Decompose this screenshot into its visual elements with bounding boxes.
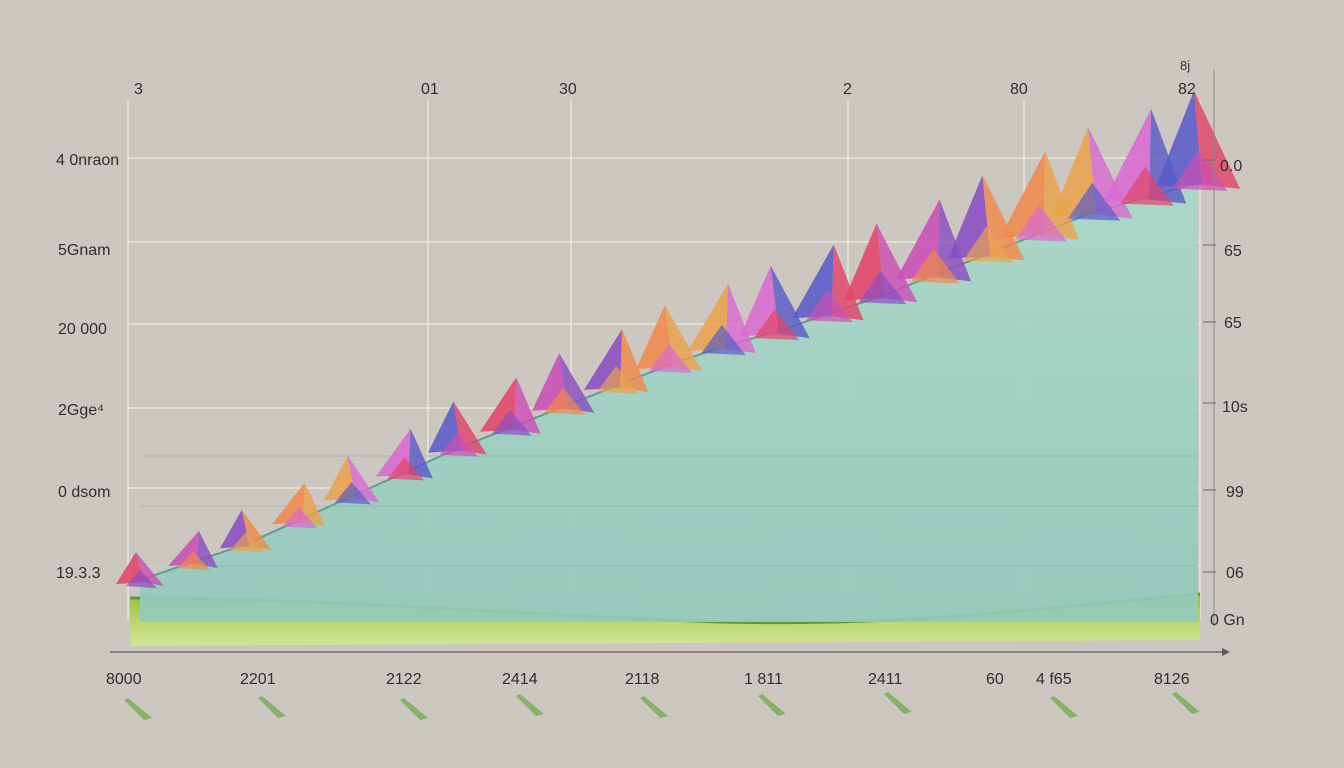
left-tick-label: 2Gge⁴ xyxy=(58,402,104,419)
crystal-peak-base xyxy=(387,457,425,481)
right-tick-label: 0 Gn xyxy=(1210,612,1245,629)
crystal-peak-right xyxy=(302,482,326,527)
x-tick-label: 1 811 xyxy=(744,671,783,688)
top-tick-label: 2 xyxy=(843,81,852,98)
series-area-fill xyxy=(140,182,1198,622)
right-tick-labels: 0.0 65 65 10s 99 06 0 Gn xyxy=(1210,158,1248,629)
crystal-peak-right xyxy=(514,377,541,434)
crystal-peak-base xyxy=(282,507,318,529)
crystal-peak-base xyxy=(177,551,211,571)
x-tick-label: 8000 xyxy=(106,671,142,688)
top-tick-labels: 3 01 30 2 80 82 xyxy=(134,81,1196,98)
left-tick-label: 5Gnam xyxy=(58,242,110,259)
crystal-peak-base xyxy=(963,226,1014,263)
top-tick-label: 80 xyxy=(1010,81,1028,98)
right-tick-label: 99 xyxy=(1226,484,1244,501)
top-tick-label: 30 xyxy=(559,81,577,98)
right-tick-label: 65 xyxy=(1224,315,1242,332)
crystal-peak-base xyxy=(544,388,586,415)
left-tick-label: 20 000 xyxy=(58,321,107,338)
left-tick-label: 19.3.3 xyxy=(56,565,101,582)
left-tick-label: 4 0nraon xyxy=(56,152,119,169)
top-tick-label: 3 xyxy=(134,81,143,98)
x-tick-label: 2122 xyxy=(386,671,422,688)
crystal-peak-right xyxy=(937,199,971,282)
crystal-peak-right xyxy=(725,283,756,354)
crystal-peaks xyxy=(116,90,1240,589)
crystal-peak-right xyxy=(408,428,433,479)
x-marker-slash xyxy=(516,694,544,716)
right-tick-label: 65 xyxy=(1224,243,1242,260)
crystal-peak-base xyxy=(335,482,371,505)
x-marker-slash xyxy=(1050,696,1078,718)
crystal-peak-base xyxy=(753,308,800,341)
crystal-peak-base xyxy=(649,343,693,373)
x-marker-slash xyxy=(1172,692,1200,714)
top-tick-label: 82 xyxy=(1178,81,1196,98)
left-tick-labels: 4 0nraon 5Gnam 20 000 2Gge⁴ 0 dsom 19.3.… xyxy=(56,152,119,582)
crystal-peak-base xyxy=(806,289,853,323)
top-tick-label: 01 xyxy=(421,81,439,98)
x-tick-label: 8126 xyxy=(1154,671,1190,688)
x-marker-slash xyxy=(124,698,152,720)
x-tick-label: 60 xyxy=(986,671,1004,688)
x-tick-label: 2414 xyxy=(502,671,538,688)
crystal-peak-base xyxy=(596,366,639,394)
axes xyxy=(110,70,1230,656)
x-marker-slash xyxy=(400,698,428,720)
crystal-peak-base xyxy=(492,410,532,436)
crystal-peak-base xyxy=(230,532,264,553)
right-tick-label: 06 xyxy=(1226,565,1244,582)
left-tick-label: 0 dsom xyxy=(58,484,110,501)
crystal-peak-base xyxy=(439,432,478,457)
series-area xyxy=(139,181,1199,622)
crystal-peak-base xyxy=(858,270,907,305)
x-axis-arrow xyxy=(1222,648,1230,656)
crystal-peak-base xyxy=(1015,204,1067,242)
x-markers xyxy=(124,692,1200,720)
right-tick-label: 10s xyxy=(1222,399,1248,416)
crystal-peak-base xyxy=(1120,166,1174,206)
crystal-peak-right xyxy=(196,530,218,569)
x-marker-slash xyxy=(258,696,286,718)
x-tick-label: 4 f65 xyxy=(1036,671,1072,688)
x-tick-label: 2411 xyxy=(868,671,903,688)
crystal-peak-right xyxy=(831,244,864,321)
x-marker-slash xyxy=(640,696,668,718)
x-tick-labels: 8000 2201 2122 2414 2118 1 811 2411 60 4… xyxy=(106,671,1190,688)
crystal-peak-base xyxy=(125,570,157,589)
crystal-peak-base xyxy=(911,248,960,284)
x-tick-label: 2201 xyxy=(240,671,276,688)
corner-label: 8j xyxy=(1180,58,1190,73)
x-marker-slash xyxy=(758,694,786,716)
crystal-peak-right xyxy=(620,329,649,392)
crystal-peak-base xyxy=(1068,182,1121,221)
x-marker-slash xyxy=(884,692,912,714)
right-tick-label: 0.0 xyxy=(1220,158,1242,175)
x-tick-label: 2118 xyxy=(625,671,660,688)
crystal-peak-base xyxy=(701,324,746,356)
